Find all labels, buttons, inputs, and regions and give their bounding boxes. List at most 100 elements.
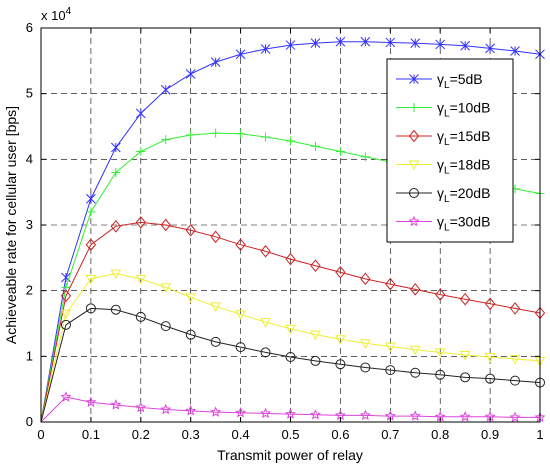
data-point <box>185 69 196 79</box>
data-point <box>260 44 271 54</box>
data-point <box>310 259 321 273</box>
data-point <box>335 36 346 47</box>
x-tick-label: 0.3 <box>182 427 200 442</box>
data-point <box>310 355 321 366</box>
legend: γL=5dB γL=10dB γL=15dB γL=18dB γL=20dB γL=30d… <box>386 58 514 243</box>
data-point <box>286 136 295 146</box>
legend-item: γL=15dB <box>396 128 490 148</box>
data-point <box>261 132 271 142</box>
legend-marker <box>408 160 420 171</box>
data-point <box>385 37 396 48</box>
data-point <box>309 408 321 420</box>
data-point <box>235 238 246 251</box>
data-point <box>135 274 147 285</box>
data-point <box>260 318 271 328</box>
data-point <box>359 409 371 421</box>
data-point <box>210 302 222 312</box>
x-tick-label: 1 <box>536 427 543 442</box>
data-point <box>285 40 296 50</box>
data-point <box>409 410 421 421</box>
series-line <box>40 307 541 423</box>
series-line <box>40 273 541 423</box>
exponent-label: x 104 <box>41 6 72 23</box>
data-point <box>85 396 97 407</box>
data-point <box>185 293 197 303</box>
legend-marker <box>409 74 419 84</box>
data-point <box>160 283 172 293</box>
data-point <box>160 403 172 415</box>
data-point <box>509 354 521 365</box>
legend-marker <box>409 188 419 198</box>
data-point <box>435 288 446 301</box>
legend-box <box>386 58 514 243</box>
legend-item: γL=10dB <box>396 100 490 120</box>
data-point <box>210 57 221 68</box>
data-point <box>211 128 221 138</box>
legend-label: γL=5dB <box>437 71 483 91</box>
data-point <box>509 411 521 423</box>
data-point <box>385 365 396 376</box>
data-point <box>60 289 72 303</box>
data-point <box>510 375 521 386</box>
data-point <box>385 277 396 291</box>
data-point <box>260 244 271 258</box>
data-point <box>236 129 246 139</box>
x-tick-label: 0.6 <box>331 427 349 442</box>
data-point <box>135 108 146 119</box>
data-point <box>86 207 96 217</box>
y-tick-label: 3 <box>26 217 33 232</box>
data-point <box>110 399 122 410</box>
data-point <box>135 311 146 322</box>
y-tick-label: 6 <box>26 20 33 35</box>
data-point <box>210 406 222 417</box>
legend-label: γL=10dB <box>437 100 490 120</box>
data-point <box>459 410 471 422</box>
x-tick-label: 0.8 <box>431 427 449 442</box>
data-point <box>110 269 122 280</box>
data-point <box>135 401 147 413</box>
data-point <box>310 38 321 48</box>
data-point <box>60 319 71 330</box>
y-axis-label: Achieveable rate for cellular user [bps] <box>3 106 19 344</box>
data-point <box>136 146 146 156</box>
data-point <box>185 405 197 416</box>
y-axis-ticks: 0 1 2 3 4 5 6 <box>26 20 540 429</box>
x-tick-label: 0.4 <box>232 427 250 442</box>
data-point <box>335 359 346 370</box>
legend-label: γL=20dB <box>437 185 490 205</box>
legend-label: γL=15dB <box>437 128 490 148</box>
x-tick-label: 0 <box>37 427 44 442</box>
data-point <box>160 218 171 232</box>
data-point <box>60 391 72 402</box>
data-point <box>335 335 346 345</box>
data-point <box>409 345 421 356</box>
data-point <box>85 238 97 251</box>
data-point <box>110 220 121 233</box>
data-point <box>111 167 121 177</box>
series-line <box>40 396 540 423</box>
data-point <box>509 302 521 315</box>
legend-item: γL=5dB <box>396 71 483 91</box>
data-point <box>310 141 320 151</box>
legend-marker <box>408 129 420 143</box>
data-point <box>210 336 221 347</box>
data-point <box>285 351 296 362</box>
x-tick-label: 0.7 <box>381 427 399 442</box>
data-point <box>160 321 171 332</box>
legend-item: γL=20dB <box>396 185 490 205</box>
legend-item: γL=30dB <box>396 214 490 234</box>
data-point <box>85 303 96 314</box>
y-tick-label: 0 <box>26 414 33 429</box>
exponent-power: 4 <box>66 6 72 17</box>
data-point <box>310 330 321 341</box>
data-point <box>459 351 471 361</box>
data-point <box>360 272 371 286</box>
x-tick-label: 0.2 <box>132 427 150 442</box>
data-point <box>434 348 446 358</box>
data-point <box>360 152 370 162</box>
data-point <box>61 272 71 283</box>
data-point <box>160 84 171 95</box>
data-point <box>110 142 121 153</box>
data-point <box>235 342 246 353</box>
